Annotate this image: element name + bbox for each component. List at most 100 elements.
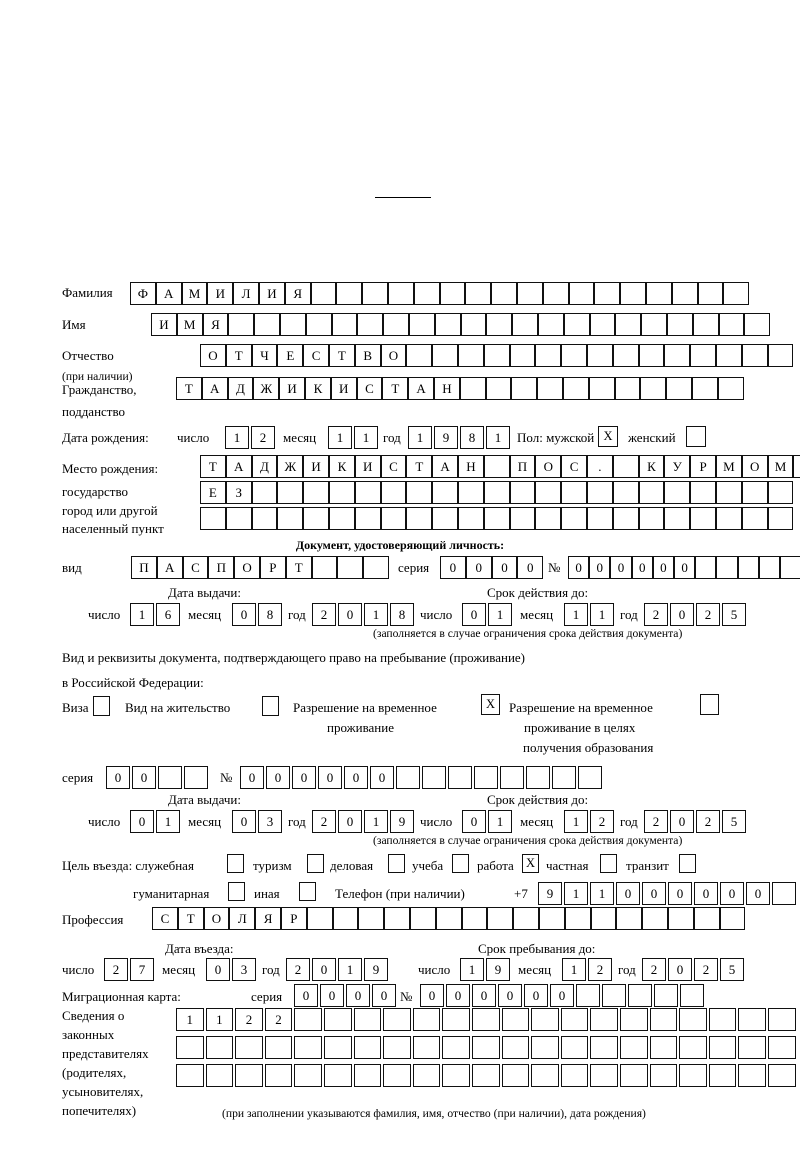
doc-kind-cell-9[interactable] [337,556,364,579]
permit-valid-year-cell-2[interactable]: 0 [670,810,694,833]
permit-number-cell-13[interactable] [552,766,576,789]
sex-male-checkbox[interactable]: X [598,426,618,447]
permit-issue-day-cell-1[interactable]: 0 [130,810,154,833]
reps-row1-cell-16[interactable] [620,1008,648,1031]
birth-year-cell-1[interactable]: 1 [408,426,432,449]
stay-day-cell-2[interactable]: 9 [486,958,510,981]
permit-issue-day-cell-2[interactable]: 1 [156,810,180,833]
birthplace-row1-cell-20[interactable]: Р [690,455,716,478]
reps-row2-cell-11[interactable] [472,1036,500,1059]
birthplace-row3-cell-8[interactable] [380,507,407,530]
surname-cell-19[interactable] [594,282,621,305]
firstname-cell-23[interactable] [718,313,745,336]
permit-number-cell-12[interactable] [526,766,550,789]
profession-cell-4[interactable]: Л [229,907,256,930]
profession-cell-7[interactable] [306,907,333,930]
reps-row3-cell-20[interactable] [738,1064,766,1087]
birthplace-row1-cell-24[interactable]: Б [793,455,800,478]
purpose-humanitarian-checkbox[interactable] [228,882,245,901]
mcard-series-cell-2[interactable]: 0 [320,984,344,1007]
birthplace-row1-cell-6[interactable]: К [329,455,355,478]
surname-cell-24[interactable] [723,282,750,305]
profession-cell-2[interactable]: Т [177,907,204,930]
birthplace-row3-cell-13[interactable] [509,507,536,530]
patronymic-cell-23[interactable] [767,344,794,367]
birthplace-row2-cell-15[interactable] [561,481,587,504]
birthplace-row3-cell-18[interactable] [638,507,665,530]
surname-cell-22[interactable] [671,282,698,305]
citizenship-cell-4[interactable]: Ж [253,377,280,400]
permit-issue-year-cell-2[interactable]: 0 [338,810,362,833]
citizenship-cell-5[interactable]: И [279,377,305,400]
permit-number-cell-10[interactable] [474,766,498,789]
birthplace-row1-cell-19[interactable]: У [664,455,691,478]
profession-cell-22[interactable] [693,907,720,930]
doc-number-cell-6[interactable]: 0 [674,556,696,579]
reps-row2-cell-19[interactable] [708,1036,737,1059]
stay-year-cell-4[interactable]: 5 [720,958,744,981]
profession-cell-8[interactable] [332,907,359,930]
reps-row3-cell-11[interactable] [472,1064,500,1087]
birthplace-row1-cell-13[interactable]: П [509,455,536,478]
stay-year-cell-3[interactable]: 2 [694,958,718,981]
firstname-cell-16[interactable] [538,313,564,336]
birthplace-row2-cell-13[interactable] [509,481,536,504]
surname-cell-15[interactable] [491,282,517,305]
reps-row2-cell-8[interactable] [383,1036,411,1059]
permit-issue-year-cell-1[interactable]: 2 [312,810,336,833]
entry-year-cell-1[interactable]: 2 [286,958,310,981]
patronymic-cell-22[interactable] [741,344,768,367]
permit-number-cell-8[interactable] [422,766,446,789]
birthplace-row2-cell-22[interactable] [741,481,768,504]
citizenship-cell-19[interactable] [640,377,667,400]
permit-number-cell-5[interactable]: 0 [344,766,368,789]
surname-cell-18[interactable] [568,282,595,305]
reps-row2-cell-14[interactable] [560,1036,589,1059]
patronymic-cell-14[interactable] [535,344,562,367]
birthplace-row2-cell-7[interactable] [354,481,381,504]
profession-cell-11[interactable] [410,907,436,930]
permit-valid-day-cell-1[interactable]: 0 [462,810,486,833]
birth-day-cell-2[interactable]: 2 [251,426,275,449]
doc-number-cell-7[interactable] [695,556,717,579]
surname-cell-4[interactable]: И [207,282,234,305]
reps-row1-cell-9[interactable] [412,1008,441,1031]
permit-series-cell-4[interactable] [184,766,208,789]
reps-row1-cell-8[interactable] [383,1008,411,1031]
patronymic-cell-11[interactable] [458,344,484,367]
permit-number-cell-1[interactable]: 0 [240,766,264,789]
patronymic-cell-12[interactable] [483,344,510,367]
birthplace-row1-cell-12[interactable] [483,455,510,478]
birthplace-row1-cell-15[interactable]: С [561,455,587,478]
doc-kind-cell-5[interactable]: О [234,556,260,579]
firstname-cell-5[interactable] [254,313,280,336]
phone-cell-1[interactable]: 9 [538,882,562,905]
surname-cell-13[interactable] [439,282,466,305]
patronymic-cell-21[interactable] [716,344,742,367]
birthplace-row3-cell-23[interactable] [767,507,794,530]
firstname-cell-12[interactable] [434,313,461,336]
birthplace-row1-cell-7[interactable]: И [354,455,381,478]
doc-kind-cell-2[interactable]: А [156,556,183,579]
reps-row2-cell-4[interactable] [264,1036,293,1059]
phone-cell-6[interactable]: 0 [668,882,692,905]
reps-row2-cell-3[interactable] [235,1036,263,1059]
mcard-number-cell-7[interactable] [576,984,600,1007]
citizenship-cell-16[interactable] [563,377,589,400]
profession-cell-12[interactable] [435,907,462,930]
profession-cell-5[interactable]: Я [255,907,281,930]
reps-row2-cell-16[interactable] [620,1036,648,1059]
birth-year-cell-4[interactable]: 1 [486,426,510,449]
reps-row3-cell-6[interactable] [324,1064,352,1087]
purpose-official-checkbox[interactable] [227,854,244,873]
firstname-cell-1[interactable]: И [151,313,177,336]
permit-issue-month-cell-1[interactable]: 0 [232,810,256,833]
entry-year-cell-2[interactable]: 0 [312,958,336,981]
birthplace-row1-cell-21[interactable]: М [716,455,742,478]
entry-month-cell-1[interactable]: 0 [206,958,230,981]
birth-day-cell-1[interactable]: 1 [225,426,249,449]
birthplace-row2-cell-2[interactable]: З [225,481,252,504]
firstname-cell-7[interactable] [305,313,332,336]
reps-row2-cell-1[interactable] [176,1036,204,1059]
birthplace-row3-cell-16[interactable] [587,507,613,530]
